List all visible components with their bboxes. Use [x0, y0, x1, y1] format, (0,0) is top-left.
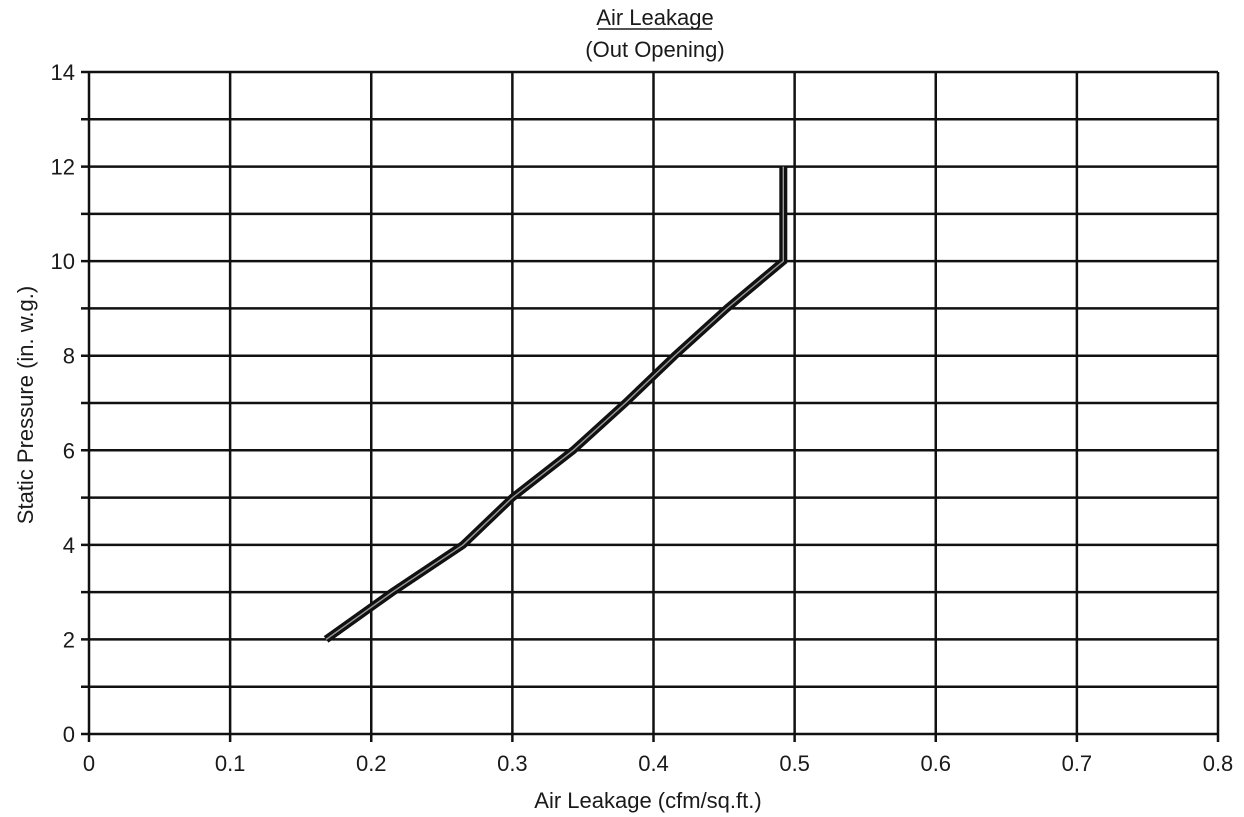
- chart-subtitle: (Out Opening): [585, 37, 724, 62]
- x-tick-label: 0.2: [356, 751, 387, 776]
- grid: [81, 70, 1220, 742]
- chart-title: Air Leakage: [596, 5, 713, 30]
- x-tick-label: 0.5: [779, 751, 810, 776]
- y-tick-label: 4: [63, 533, 75, 558]
- x-tick-label: 0.3: [497, 751, 528, 776]
- y-axis-ticks: 0 2 4 6 8 10 12 14: [51, 60, 75, 747]
- x-tick-label: 0.1: [215, 751, 246, 776]
- x-tick-label: 0: [83, 751, 95, 776]
- x-axis-ticks: 0 0.1 0.2 0.3 0.4 0.5 0.6 0.7 0.8: [83, 751, 1233, 776]
- y-tick-label: 2: [63, 627, 75, 652]
- series-group: [323, 166, 788, 643]
- series-line-core: [325, 166, 784, 640]
- y-tick-label: 10: [51, 249, 75, 274]
- y-tick-label: 8: [63, 344, 75, 369]
- y-tick-label: 14: [51, 60, 75, 85]
- y-tick-label: 6: [63, 438, 75, 463]
- x-tick-label: 0.8: [1203, 751, 1234, 776]
- x-tick-label: 0.7: [1062, 751, 1093, 776]
- x-axis-label: Air Leakage (cfm/sq.ft.): [534, 788, 761, 813]
- y-tick-label: 0: [63, 722, 75, 747]
- x-tick-label: 0.6: [920, 751, 951, 776]
- y-tick-label: 12: [51, 155, 75, 180]
- y-axis-label: Static Pressure (in. w.g.): [13, 286, 38, 524]
- x-tick-label: 0.4: [638, 751, 669, 776]
